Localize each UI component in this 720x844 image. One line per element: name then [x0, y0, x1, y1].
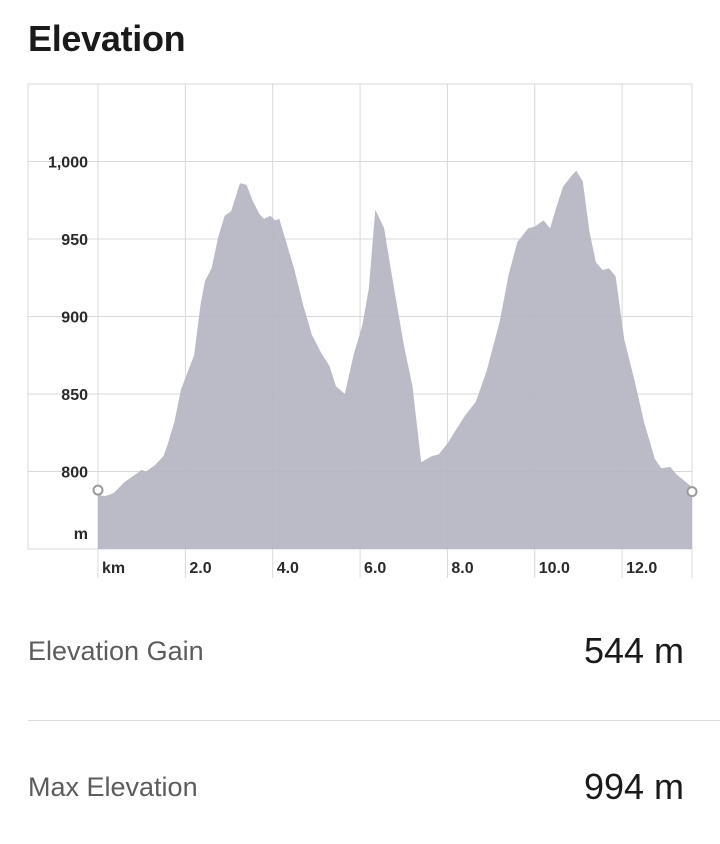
stat-row-elevation-gain: Elevation Gain 544 m [0, 608, 720, 698]
x-axis-unit-label: km [102, 560, 125, 577]
max-elevation-label: Max Elevation [28, 772, 198, 802]
x-tick-label: 10.0 [539, 560, 570, 577]
y-tick-label: 950 [61, 232, 88, 249]
y-tick-label: 1,000 [48, 155, 88, 172]
x-tick-label: 6.0 [364, 560, 386, 577]
page-title: Elevation [28, 18, 186, 59]
end-point-marker [686, 486, 698, 498]
chart-markers [92, 484, 698, 498]
y-tick-label: 850 [61, 387, 88, 404]
y-tick-label: 900 [61, 310, 88, 327]
y-axis-unit-label: m [74, 526, 88, 543]
x-tick-label: 12.0 [626, 560, 657, 577]
elevation-chart: 1,000 950 900 850 800 m 2.0 4.0 6.0 8.0 10.0 12.0 km [27, 83, 698, 578]
stat-row-max-elevation: Max Elevation 994 m [0, 744, 720, 834]
elevation-area [98, 170, 692, 550]
elevation-gain-label: Elevation Gain [28, 636, 204, 666]
stats-divider [28, 720, 720, 721]
chart-labels: 1,000 950 900 850 800 m 2.0 4.0 6.0 8.0 10.0 12.0 km [48, 155, 657, 578]
max-elevation-value: 994 m [583, 766, 684, 807]
elevation-gain-value: 544 m [583, 630, 684, 671]
x-tick-label: 8.0 [451, 560, 473, 577]
start-point-marker [92, 484, 104, 496]
x-tick-label: 4.0 [277, 560, 299, 577]
x-tick-label: 2.0 [189, 560, 211, 577]
y-tick-label: 800 [61, 465, 88, 482]
